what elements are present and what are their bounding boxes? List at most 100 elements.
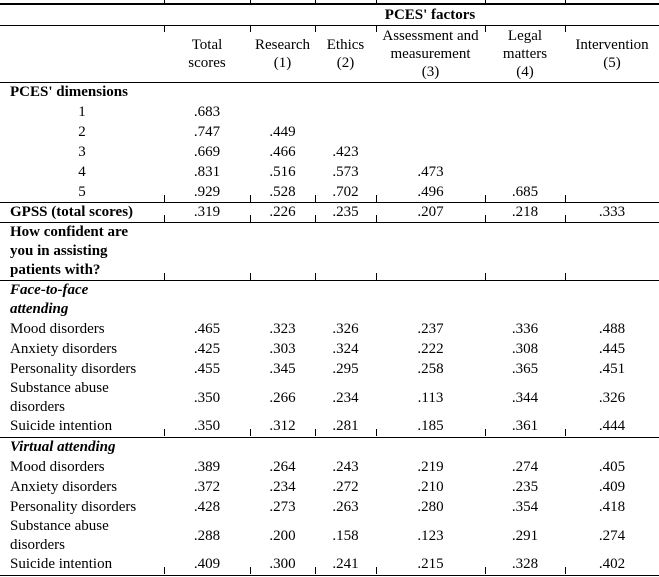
value-dimension-2-total-scores: .747 xyxy=(193,124,221,140)
value-dimension-1-ethics xyxy=(315,103,376,123)
column-boundary-tick xyxy=(375,194,377,202)
value-virtual-attending-assessment-and-measurement xyxy=(376,437,485,457)
column-boundary-tick xyxy=(163,567,165,574)
value-virtual-anxiety-disorders-legal-matters: .235 xyxy=(511,478,539,495)
row-label-line: you in assisting xyxy=(10,243,108,259)
column-boundary-tick xyxy=(249,0,251,4)
row-label-dimension-5: 5 xyxy=(0,182,164,203)
value-f2f-mood-disorders-ethics: .326 xyxy=(332,320,359,337)
value-f2f-suicide-intention-legal-matters: .361 xyxy=(485,417,565,438)
column-boundary-tick xyxy=(163,272,165,280)
row-label-confidence-question: How confident are you in assisting patient… xyxy=(0,222,164,281)
column-header-ethics: Ethics (2) xyxy=(315,25,376,83)
value-virtual-mood-disorders-ethics: .243 xyxy=(332,458,359,475)
table-row-f2f-personality-disorders: Personality disorders .455 .345 .295 .258 .36… xyxy=(0,359,659,379)
value-virtual-substance-abuse-disorders-assessment-and-measurement: .123 xyxy=(417,527,444,544)
value-virtual-suicide-intention-assessment-and-measurement: .215 xyxy=(376,555,485,576)
column-header-intervention: Intervention (5) xyxy=(565,25,659,83)
row-label-line: Anxiety disorders xyxy=(10,340,118,357)
value-confidence-question-legal-matters xyxy=(485,222,565,281)
column-boundary-tick xyxy=(375,0,377,4)
value-virtual-mood-disorders-research: .264 xyxy=(269,458,296,475)
value-dimension-1-intervention xyxy=(565,103,659,123)
value-dimension-5-legal-matters: .685 xyxy=(485,182,565,203)
row-label-virtual-substance-abuse-disorders: Substance abuse disorders xyxy=(0,517,164,555)
table-row-virtual-anxiety-disorders: Anxiety disorders .372 .234 .272 .210 .235 .40… xyxy=(0,477,659,497)
column-boundary-tick xyxy=(249,567,251,574)
column-boundary-tick xyxy=(484,567,486,574)
value-f2f-suicide-intention-research: .312 xyxy=(250,417,315,438)
value-f2f-substance-abuse-disorders-research: .266 xyxy=(269,389,296,406)
table-row-dimension-2: 2 .747 .449 xyxy=(0,123,659,143)
value-dimension-5-total-scores: .929 xyxy=(164,182,250,203)
value-confidence-question-assessment-and-measurement xyxy=(376,222,485,281)
row-label-line: PCES' dimensions xyxy=(10,84,128,101)
value-virtual-substance-abuse-disorders-legal-matters: .291 xyxy=(511,527,539,544)
column-header-legal-matters: Legal matters (4) xyxy=(485,25,565,83)
row-label-column-header xyxy=(0,25,164,83)
column-header-line: (5) xyxy=(603,55,621,71)
value-virtual-attending-intervention xyxy=(565,437,659,457)
column-boundary-tick xyxy=(564,429,566,436)
column-boundary-tick xyxy=(249,429,251,436)
row-label-f2f-personality-disorders: Personality disorders xyxy=(0,359,164,379)
value-gpss-total-scores-legal-matters: .218 xyxy=(485,202,565,223)
value-dimension-1-research xyxy=(250,103,315,123)
column-header-assessment-and-measurement: Assessment and measurement (3) xyxy=(376,25,485,83)
value-dimension-1-assessment-and-measurement xyxy=(376,103,485,123)
value-f2f-personality-disorders-total-scores: .455 xyxy=(193,360,221,377)
table-row-virtual-mood-disorders: Mood disorders .389 .264 .243 .219 .274 .405 xyxy=(0,457,659,477)
value-gpss-total-scores-ethics: .235 xyxy=(315,202,376,223)
column-header-line: measurement xyxy=(390,46,471,62)
value-f2f-mood-disorders-total-scores: .465 xyxy=(193,320,221,337)
column-boundary-tick xyxy=(163,0,165,4)
column-header-line: scores xyxy=(188,55,226,71)
value-virtual-substance-abuse-disorders-intervention: .274 xyxy=(598,527,626,544)
column-header-research: Research (1) xyxy=(250,25,315,83)
table-row-dimension-5: 5 .929.528.702.496.685 xyxy=(0,182,659,203)
row-label-dimension-2: 2 xyxy=(0,123,164,143)
value-virtual-anxiety-disorders-assessment-and-measurement: .210 xyxy=(417,478,444,495)
value-virtual-anxiety-disorders-intervention: .409 xyxy=(598,478,626,495)
value-pces-dimensions-header-assessment-and-measurement xyxy=(376,83,485,103)
value-dimension-3-intervention xyxy=(565,143,659,163)
column-boundary-tick xyxy=(249,272,251,280)
column-boundary-tick xyxy=(375,272,377,280)
value-dimension-3-research: .466 xyxy=(269,144,296,160)
value-virtual-substance-abuse-disorders-ethics: .158 xyxy=(332,527,359,544)
row-label-line: 4 xyxy=(78,164,86,180)
column-header-line: Total xyxy=(191,37,223,53)
value-dimension-4-legal-matters xyxy=(485,163,565,183)
column-header-line: Ethics xyxy=(326,37,365,53)
row-label-line: 2 xyxy=(78,124,86,140)
value-virtual-substance-abuse-disorders-total-scores: .288 xyxy=(193,527,221,544)
table-row-dimension-1: 1 .683 xyxy=(0,103,659,123)
value-virtual-personality-disorders-assessment-and-measurement: .280 xyxy=(417,498,444,515)
row-label-gpss-total-scores: GPSS (total scores) xyxy=(0,202,164,223)
value-dimension-1-legal-matters xyxy=(485,103,565,123)
value-f2f-mood-disorders-intervention: .488 xyxy=(598,320,626,337)
column-boundary-tick xyxy=(564,24,566,32)
column-boundary-tick xyxy=(314,272,316,280)
column-boundary-tick xyxy=(375,24,377,32)
value-virtual-attending-research xyxy=(250,437,315,457)
table-row-virtual-substance-abuse-disorders: Substance abuse disorders .288 .200 .158 .123… xyxy=(0,517,659,555)
table-header: PCES' factors Total scores Research (1) Ethi… xyxy=(0,3,659,83)
value-dimension-3-legal-matters xyxy=(485,143,565,163)
value-face-to-face-attending-intervention xyxy=(565,281,659,320)
table-row-virtual-personality-disorders: Personality disorders .428 .273 .263 .280 .35… xyxy=(0,497,659,517)
value-virtual-attending-total-scores xyxy=(164,437,250,457)
row-label-line: disorders xyxy=(10,537,65,553)
value-dimension-4-ethics: .573 xyxy=(332,164,359,180)
correlation-table: PCES' factors Total scores Research (1) Ethi… xyxy=(0,3,659,576)
value-face-to-face-attending-legal-matters xyxy=(485,281,565,320)
value-pces-dimensions-header-legal-matters xyxy=(485,83,565,103)
table-row-face-to-face-attending: Face-to-face attending xyxy=(0,281,659,320)
value-dimension-4-intervention xyxy=(565,163,659,183)
value-f2f-personality-disorders-ethics: .295 xyxy=(332,360,359,377)
table-row-confidence-question: How confident are you in assisting patient… xyxy=(0,222,659,281)
value-virtual-suicide-intention-research: .300 xyxy=(250,555,315,576)
row-label-line: GPSS (total scores) xyxy=(10,204,134,220)
value-dimension-3-assessment-and-measurement xyxy=(376,143,485,163)
